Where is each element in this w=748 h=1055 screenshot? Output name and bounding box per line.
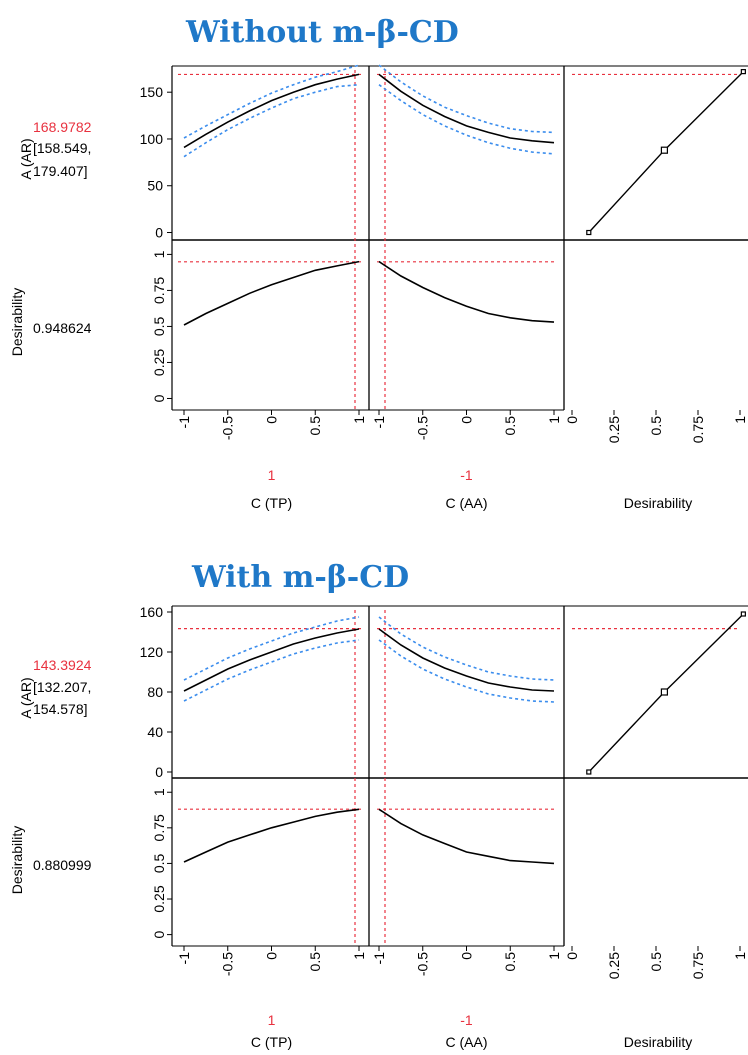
desirability-y-tick-label: 0.75 [151, 277, 167, 304]
desirability-y-tick-label: 0.5 [151, 316, 167, 336]
response-y-tick-label: 40 [147, 724, 163, 740]
x-tick-label: 0.5 [502, 952, 518, 972]
desirability-handle [740, 611, 746, 617]
x-tick-label: 1 [732, 952, 748, 960]
x-tick-label: 0.5 [648, 416, 664, 436]
factor-current-setting: -1 [460, 1012, 473, 1028]
desirability-handle [660, 688, 669, 696]
response-current-value: 143.3924 [33, 657, 92, 673]
desirability-y-tick-label: 1 [151, 250, 167, 258]
x-tick-label: 1 [351, 952, 367, 960]
desirability-y-tick-label: 0 [151, 931, 167, 939]
x-tick-label: 1 [546, 952, 562, 960]
x-tick-label: -1 [371, 416, 387, 429]
x-tick-label: -0.5 [220, 416, 236, 440]
x-tick-label: 0 [263, 416, 279, 424]
x-tick-label: -0.5 [415, 416, 431, 440]
factor-axis-label: C (TP) [251, 495, 292, 511]
desirability-y-tick-label: 0.25 [151, 885, 167, 912]
response-y-tick-label: 100 [140, 131, 164, 147]
desirability-axis-label: Desirability [9, 826, 25, 894]
x-tick-label: 1 [732, 416, 748, 424]
x-tick-label: 0.25 [606, 416, 622, 443]
x-tick-label: 1 [351, 416, 367, 424]
desirability-curve [183, 808, 360, 863]
response-y-tick-label: 120 [140, 644, 164, 660]
desirability-y-tick-label: 1 [151, 788, 167, 796]
desirability-handle [586, 229, 592, 236]
chart-title: Without m-β-CD [185, 15, 459, 50]
response-y-tick-label: 50 [147, 178, 163, 194]
response-ci-lower: [132.207, [33, 679, 91, 695]
x-tick-label: 1 [546, 416, 562, 424]
response-y-tick-label: 80 [147, 684, 163, 700]
desirability-current-value: 0.880999 [33, 857, 92, 873]
factor-current-setting: -1 [460, 467, 473, 483]
desirability-y-tick-label: 0 [151, 394, 167, 402]
x-tick-label: 0.5 [307, 952, 323, 972]
desirability-y-tick-label: 0.75 [151, 814, 167, 841]
factor-axis-label: Desirability [624, 495, 692, 511]
x-tick-label: -1 [176, 416, 192, 429]
response-fit-curve [183, 628, 360, 692]
desirability-curve [378, 808, 555, 865]
desirability-y-tick-label: 0.5 [151, 853, 167, 873]
desirability-current-value: 0.948624 [33, 320, 92, 336]
response-current-value: 168.9782 [33, 119, 92, 135]
response-y-tick-label: 150 [140, 84, 164, 100]
desirability-handle [586, 769, 592, 775]
response-ci-upper: 179.407] [33, 163, 88, 179]
response-y-tick-label: 160 [140, 604, 164, 620]
ci-upper-curve [183, 616, 360, 681]
ci-lower-curve [183, 83, 360, 158]
response-y-tick-label: 0 [155, 225, 163, 241]
factor-axis-label: C (AA) [446, 1034, 488, 1050]
desirability-axis-label: Desirability [9, 288, 25, 356]
desirability-handle [740, 69, 746, 75]
x-tick-label: -0.5 [415, 952, 431, 976]
factor-current-setting: 1 [268, 467, 276, 483]
x-tick-label: 0 [564, 952, 580, 960]
x-tick-label: 0.25 [606, 952, 622, 979]
factor-axis-label: Desirability [624, 1034, 692, 1050]
response-ci-upper: 154.578] [33, 701, 88, 717]
desirability-curve [183, 260, 360, 326]
response-ci-lower: [158.549, [33, 140, 91, 156]
factor-axis-label: C (TP) [251, 1034, 292, 1050]
ci-lower-curve [183, 639, 360, 702]
response-fit-curve [183, 73, 360, 149]
x-tick-label: 0 [263, 952, 279, 960]
desirability-curve [378, 260, 555, 323]
ci-upper-curve [378, 64, 555, 134]
x-tick-label: 0 [564, 416, 580, 424]
ci-upper-curve [183, 64, 360, 139]
x-tick-label: 0 [458, 952, 474, 960]
response-y-tick-label: 0 [155, 764, 163, 780]
x-tick-label: 0.75 [690, 952, 706, 979]
x-tick-label: -1 [371, 952, 387, 965]
response-fit-curve [378, 628, 555, 692]
x-tick-label: 0.5 [648, 952, 664, 972]
chart-title: With m-β-CD [191, 560, 409, 595]
x-tick-label: 0.5 [502, 416, 518, 436]
ci-lower-curve [378, 84, 555, 155]
ci-lower-curve [378, 639, 555, 703]
desirability-y-tick-label: 0.25 [151, 349, 167, 376]
response-fit-curve [378, 73, 555, 144]
x-tick-label: 0.5 [307, 416, 323, 436]
response-axis-label: A (AR) [18, 138, 34, 179]
x-tick-label: -1 [176, 952, 192, 965]
x-tick-label: 0.75 [690, 416, 706, 443]
factor-current-setting: 1 [268, 1012, 276, 1028]
factor-axis-label: C (AA) [446, 495, 488, 511]
x-tick-label: -0.5 [220, 952, 236, 976]
response-axis-label: A (AR) [18, 677, 34, 718]
x-tick-label: 0 [458, 416, 474, 424]
ci-upper-curve [378, 616, 555, 681]
desirability-handle [660, 146, 669, 154]
